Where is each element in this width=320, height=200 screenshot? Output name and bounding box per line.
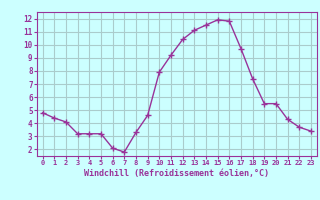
- X-axis label: Windchill (Refroidissement éolien,°C): Windchill (Refroidissement éolien,°C): [84, 169, 269, 178]
